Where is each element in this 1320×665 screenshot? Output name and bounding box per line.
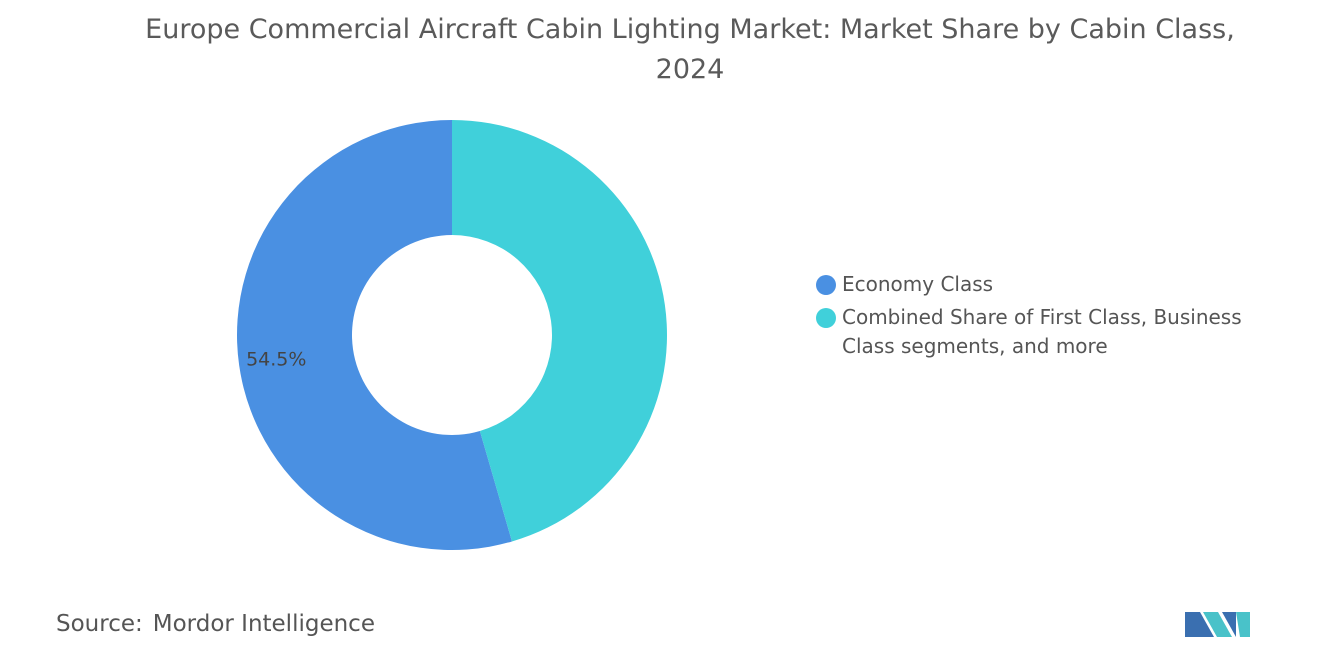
legend: Economy Class Combined Share of First Cla… [812,270,1252,365]
legend-item: Economy Class [812,270,1252,299]
chart-title: Europe Commercial Aircraft Cabin Lightin… [145,14,1235,85]
legend-marker [816,275,836,295]
donut-segment [236,120,512,550]
legend-label: Economy Class [842,272,994,296]
source-name: Mordor Intelligence [152,611,375,637]
legend-marker [816,308,836,328]
source: Source: Mordor Intelligence [56,611,375,637]
source-label: Source: [56,611,143,637]
legend-label: Combined Share of First Class, Business … [842,305,1242,358]
data-label: 54.5% [246,349,306,371]
logo [1185,612,1250,637]
legend-item: Combined Share of First Class, Business … [812,303,1252,361]
donut-segment [452,120,667,542]
